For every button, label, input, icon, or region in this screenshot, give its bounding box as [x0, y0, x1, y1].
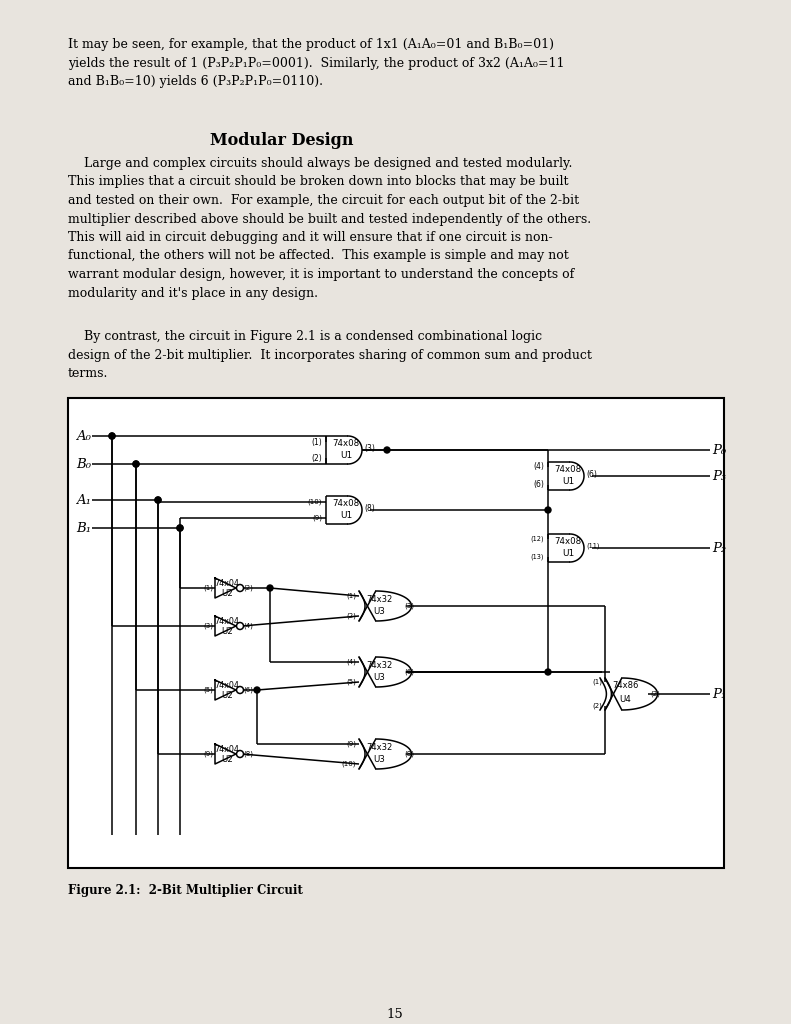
- Circle shape: [237, 686, 244, 693]
- Text: (13): (13): [531, 554, 544, 560]
- Text: 15: 15: [387, 1008, 403, 1021]
- Circle shape: [237, 751, 244, 758]
- Text: Figure 2.1:  2-Bit Multiplier Circuit: Figure 2.1: 2-Bit Multiplier Circuit: [68, 884, 303, 897]
- Text: U1: U1: [340, 451, 352, 460]
- Text: U2: U2: [221, 756, 233, 765]
- Text: (6): (6): [533, 480, 544, 489]
- Text: (5): (5): [346, 679, 356, 685]
- Text: (6): (6): [243, 687, 253, 693]
- Text: 74x08: 74x08: [554, 537, 581, 546]
- Text: (3): (3): [364, 443, 375, 453]
- Text: (8): (8): [243, 751, 253, 758]
- Circle shape: [177, 525, 183, 531]
- Text: 74x04: 74x04: [214, 579, 240, 588]
- Text: U3: U3: [373, 674, 385, 683]
- Text: P₀: P₀: [712, 443, 726, 457]
- Text: (2): (2): [650, 691, 660, 697]
- Circle shape: [384, 447, 390, 453]
- Text: 74x08: 74x08: [332, 438, 360, 447]
- Text: (8): (8): [404, 751, 414, 758]
- Text: (2): (2): [243, 585, 253, 591]
- Text: (1): (1): [592, 679, 602, 685]
- Circle shape: [254, 687, 260, 693]
- Text: (4): (4): [346, 658, 356, 666]
- Text: By contrast, the circuit in Figure 2.1 is a condensed combinational logic
design: By contrast, the circuit in Figure 2.1 i…: [68, 330, 592, 380]
- Bar: [68, 398, 724, 868]
- Text: U2: U2: [221, 628, 233, 637]
- Circle shape: [109, 433, 115, 439]
- Text: 74x08: 74x08: [332, 499, 360, 508]
- Text: (9): (9): [203, 751, 213, 758]
- Text: (10): (10): [342, 761, 356, 767]
- Text: (5): (5): [203, 687, 213, 693]
- Text: P₃: P₃: [712, 469, 726, 482]
- Text: U4: U4: [619, 695, 631, 705]
- Text: 74x04: 74x04: [214, 616, 240, 626]
- Text: P₂: P₂: [712, 542, 726, 555]
- Text: 74x32: 74x32: [366, 595, 392, 603]
- Text: (9): (9): [312, 515, 322, 521]
- Circle shape: [133, 461, 139, 467]
- Circle shape: [177, 525, 183, 531]
- Text: (1): (1): [203, 585, 213, 591]
- Circle shape: [267, 585, 273, 591]
- Text: U1: U1: [562, 549, 574, 557]
- Text: (2): (2): [592, 702, 602, 710]
- Text: U1: U1: [562, 476, 574, 485]
- Text: (8): (8): [364, 504, 375, 512]
- Text: (3): (3): [203, 623, 213, 630]
- Text: (2): (2): [346, 612, 356, 620]
- Circle shape: [133, 461, 139, 467]
- Text: 74x32: 74x32: [366, 660, 392, 670]
- Circle shape: [237, 585, 244, 592]
- Text: 74x04: 74x04: [214, 744, 240, 754]
- Text: (11): (11): [586, 543, 600, 549]
- Text: (12): (12): [531, 536, 544, 543]
- Circle shape: [155, 497, 161, 503]
- Text: (10): (10): [308, 499, 322, 505]
- Circle shape: [155, 497, 161, 503]
- Text: U3: U3: [373, 756, 385, 765]
- Text: (4): (4): [533, 463, 544, 471]
- Text: (1): (1): [311, 437, 322, 446]
- Text: (3): (3): [404, 603, 414, 609]
- Circle shape: [237, 623, 244, 630]
- Text: U1: U1: [340, 511, 352, 519]
- Text: (1): (1): [346, 593, 356, 599]
- Text: U2: U2: [221, 691, 233, 700]
- Text: (2): (2): [311, 454, 322, 463]
- Text: A₀: A₀: [76, 429, 91, 442]
- Text: U2: U2: [221, 590, 233, 598]
- Text: 74x04: 74x04: [214, 681, 240, 689]
- Text: 74x86: 74x86: [611, 682, 638, 690]
- Text: (4): (4): [243, 623, 253, 630]
- Text: P₁: P₁: [712, 687, 726, 700]
- Text: 74x08: 74x08: [554, 465, 581, 473]
- Text: (6): (6): [404, 669, 414, 675]
- Text: 74x32: 74x32: [366, 742, 392, 752]
- Text: A₁: A₁: [76, 494, 91, 507]
- Circle shape: [109, 433, 115, 439]
- Text: Large and complex circuits should always be designed and tested modularly.
This : Large and complex circuits should always…: [68, 157, 591, 299]
- Text: B₁: B₁: [76, 521, 91, 535]
- Text: Modular Design: Modular Design: [210, 132, 354, 150]
- Circle shape: [545, 507, 551, 513]
- Circle shape: [545, 669, 551, 675]
- Text: (6): (6): [586, 469, 597, 478]
- Text: (9): (9): [346, 740, 356, 748]
- Text: B₀: B₀: [76, 458, 91, 470]
- Text: It may be seen, for example, that the product of 1x1 (A₁A₀=01 and B₁B₀=01)
yield: It may be seen, for example, that the pr…: [68, 38, 565, 88]
- Text: U3: U3: [373, 607, 385, 616]
